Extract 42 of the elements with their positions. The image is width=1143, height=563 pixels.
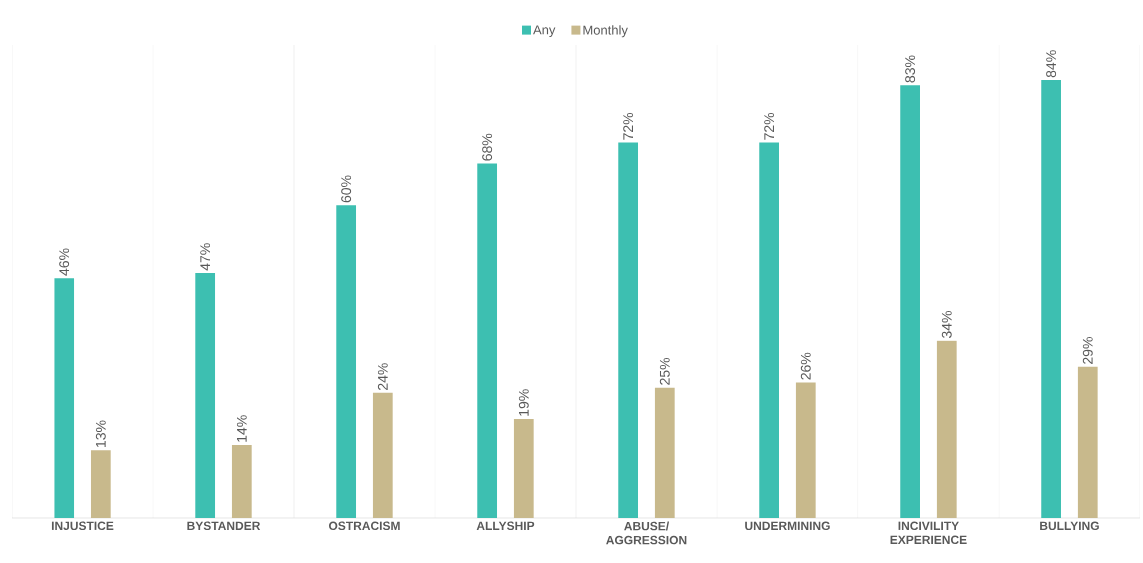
data-label: 13%: [95, 420, 106, 447]
bar: [795, 382, 816, 518]
legend-label: Monthly: [583, 25, 628, 38]
data-label: 68%: [482, 133, 493, 161]
data-label: 60%: [341, 175, 352, 203]
x-tick-label: ABUSE/ AGGRESSION: [606, 521, 687, 545]
x-tick-label: BYSTANDER: [187, 521, 261, 531]
data-label: 72%: [764, 112, 775, 140]
data-label: 25%: [659, 357, 670, 385]
data-label: 83%: [905, 55, 916, 83]
bar: [372, 392, 393, 518]
bar: [195, 272, 216, 518]
bar: [759, 142, 779, 518]
x-tick-label: INJUSTICE: [51, 521, 114, 531]
bar: [1077, 366, 1098, 518]
x-tick-label: INCIVILITY EXPERIENCE: [890, 521, 967, 545]
bar: [231, 445, 252, 518]
legend-label: Any: [533, 25, 556, 38]
x-tick-label: UNDERMINING: [745, 521, 830, 531]
data-label: 72%: [623, 112, 634, 140]
x-tick-label: OSTRACISM: [328, 521, 400, 531]
data-label: 34%: [941, 311, 952, 338]
bar: [477, 163, 498, 518]
bar: [90, 450, 111, 518]
bar: [618, 142, 639, 518]
bar: [54, 278, 75, 518]
bar: [1041, 80, 1061, 518]
data-label: 26%: [800, 352, 811, 380]
x-tick-label: ALLYSHIP: [476, 521, 535, 531]
bar: [513, 418, 534, 518]
data-label: 19%: [518, 389, 529, 416]
data-label: 47%: [200, 243, 211, 271]
x-tick-label: BULLYING: [1040, 521, 1099, 531]
data-label: 29%: [1082, 337, 1093, 364]
bar: [654, 387, 675, 518]
data-label: 84%: [1046, 50, 1057, 78]
bar: [936, 340, 957, 518]
data-label: 46%: [59, 248, 70, 276]
data-label: 14%: [236, 415, 247, 442]
bar: [900, 85, 920, 518]
data-label: 24%: [377, 363, 388, 390]
bar: [336, 205, 357, 518]
